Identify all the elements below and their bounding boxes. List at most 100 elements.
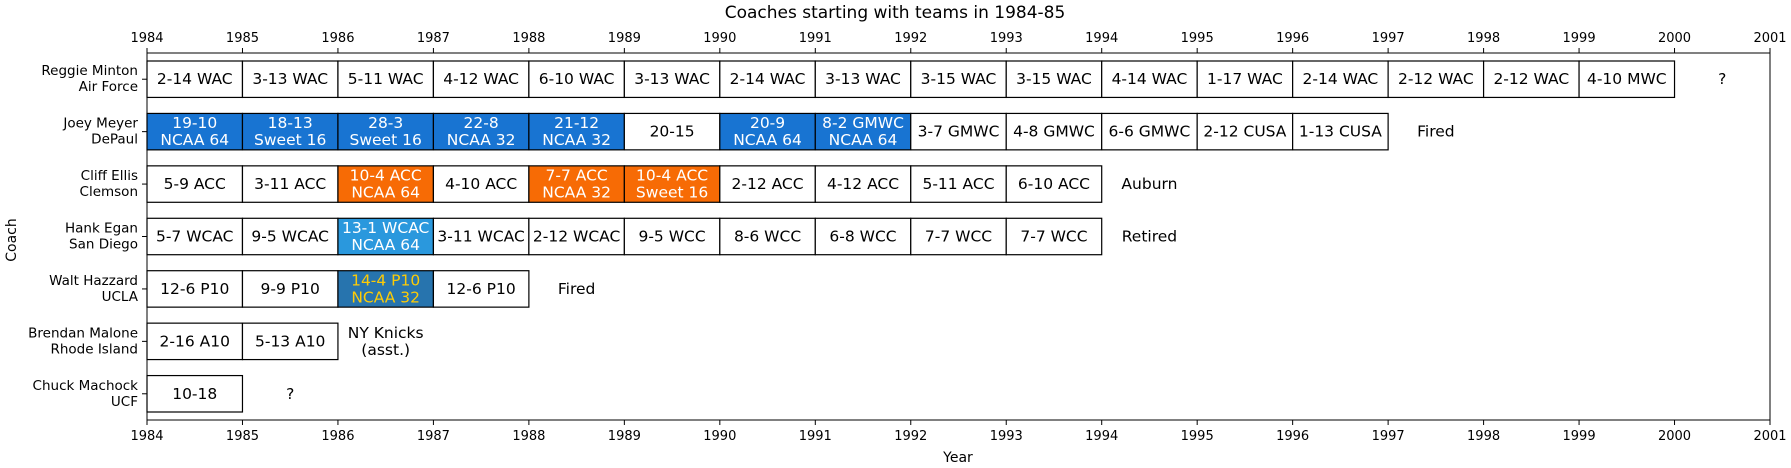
x-tick-label-top: 1995 (1181, 31, 1214, 46)
season-box (146, 322, 244, 361)
season-record: 3-7 GMWC (918, 123, 1000, 141)
team-name: Clemson (80, 184, 138, 200)
coach-name: Joey Meyer (62, 116, 138, 132)
season-box (719, 165, 816, 203)
season-record: 22-8 (464, 114, 499, 132)
coach-name: Hank Egan (65, 221, 138, 237)
x-axis-title: Year (942, 450, 973, 466)
team-name: UCF (111, 394, 138, 410)
x-tick-label-bottom: 1991 (799, 429, 832, 444)
x-tick-label-bottom: 1994 (1085, 429, 1118, 444)
season-record: 2-12 CUSA (1203, 123, 1286, 141)
season-box (719, 112, 816, 151)
season-box (814, 112, 912, 151)
season-record: 20-15 (650, 123, 695, 141)
x-tick-label-bottom: 1996 (1276, 429, 1309, 444)
season-record: 8-6 WCC (734, 228, 801, 246)
x-tick-label-bottom: 1997 (1372, 429, 1405, 444)
x-tick-label-top: 1990 (703, 31, 736, 46)
coach-outcome: Auburn (1121, 175, 1177, 193)
season-record: NCAA 64 (829, 131, 898, 149)
season-record: 2-12 WAC (1398, 70, 1474, 88)
season-record: 4-14 WAC (1112, 70, 1188, 88)
season-record: 4-12 ACC (827, 175, 899, 193)
season-record: NCAA 64 (733, 131, 802, 149)
season-box (910, 217, 1007, 256)
x-tick-label-top: 1999 (1563, 31, 1596, 46)
season-box (146, 60, 244, 99)
x-tick-label-bottom: 2001 (1753, 429, 1786, 444)
coach-name: Cliff Ellis (81, 168, 138, 184)
season-record: NCAA 64 (351, 184, 420, 202)
season-box (528, 60, 625, 99)
x-tick-label-bottom: 2000 (1658, 429, 1691, 444)
season-record: 2-12 WAC (1493, 70, 1569, 88)
season-box (1387, 60, 1485, 99)
season-record: Sweet 16 (254, 131, 326, 149)
season-record: NCAA 32 (542, 131, 611, 149)
season-record: 4-12 WAC (443, 70, 519, 88)
coach-outcome: (asst.) (361, 341, 410, 359)
season-record: 8-2 GMWC (822, 114, 904, 132)
season-record: 3-15 WAC (921, 70, 997, 88)
season-record: 7-7 WCC (1020, 228, 1087, 246)
season-record: NCAA 32 (542, 184, 611, 202)
season-box (910, 60, 1007, 99)
season-record: 3-11 WCAC (437, 228, 524, 246)
x-tick-label-bottom: 1998 (1467, 429, 1500, 444)
season-record: 1-13 CUSA (1299, 123, 1382, 141)
x-tick-label-bottom: 1988 (512, 429, 545, 444)
season-record: 5-11 ACC (922, 175, 994, 193)
coach-name: Reggie Minton (41, 63, 138, 79)
chart-title: Coaches starting with teams in 1984-85 (725, 3, 1066, 23)
season-record: 5-11 WAC (348, 70, 424, 88)
season-record: NCAA 32 (447, 131, 516, 149)
x-tick-label-top: 1993 (990, 31, 1023, 46)
team-name: San Diego (69, 237, 138, 253)
season-box (1578, 60, 1676, 99)
season-record: 12-6 P10 (160, 280, 229, 298)
coach-outcome: Retired (1122, 228, 1177, 246)
season-box (814, 217, 912, 256)
season-record: 3-13 WAC (825, 70, 901, 88)
season-record: 10-4 ACC (636, 167, 708, 185)
season-box (432, 165, 530, 203)
season-record: 4-8 GMWC (1013, 123, 1095, 141)
season-box (146, 165, 244, 203)
season-record: 7-7 WCC (925, 228, 992, 246)
season-box (528, 217, 625, 256)
season-box (1101, 112, 1198, 151)
x-tick-label-top: 1984 (130, 31, 163, 46)
season-record: 28-3 (368, 114, 403, 132)
season-record: 2-14 WAC (157, 70, 233, 88)
season-box (241, 165, 339, 203)
x-tick-label-bottom: 1987 (417, 429, 450, 444)
coach-outcome: Fired (1417, 123, 1455, 141)
season-record: 2-14 WAC (1303, 70, 1379, 88)
season-record: 5-7 WCAC (156, 228, 234, 246)
season-box (1101, 60, 1198, 99)
season-box (623, 60, 721, 99)
season-record: 10-18 (172, 385, 217, 403)
plot-area: 1984 1984 1985 1985 1986 1986 1987 1987 1988 1988… (28, 31, 1786, 444)
season-box (910, 165, 1007, 203)
x-tick-label-bottom: 1992 (894, 429, 927, 444)
x-tick-label-top: 1991 (799, 31, 832, 46)
x-tick-label-top: 1985 (226, 31, 259, 46)
season-record: 9-5 WCAC (251, 228, 329, 246)
season-record: 1-17 WAC (1207, 70, 1283, 88)
season-box (432, 112, 530, 151)
season-record: 4-10 ACC (445, 175, 517, 193)
season-box (814, 165, 912, 203)
season-record: NCAA 64 (351, 236, 420, 254)
y-axis-title: Coach (4, 218, 20, 262)
season-box (337, 60, 435, 99)
x-tick-label-bottom: 1990 (703, 429, 736, 444)
season-record: 2-12 ACC (732, 175, 804, 193)
season-record: 9-5 WCC (638, 228, 705, 246)
season-record: 10-4 ACC (350, 167, 422, 185)
x-tick-label-top: 1998 (1467, 31, 1500, 46)
